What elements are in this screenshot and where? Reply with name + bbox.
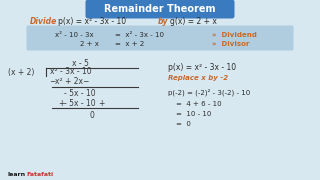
Text: =  x² - 3x - 10: = x² - 3x - 10 — [115, 32, 164, 38]
Text: »  Divisor: » Divisor — [212, 41, 249, 47]
Text: learn: learn — [8, 172, 26, 177]
Text: −: − — [82, 78, 88, 87]
Text: =  0: = 0 — [176, 121, 191, 127]
Text: Remainder Theorem: Remainder Theorem — [104, 4, 216, 15]
FancyBboxPatch shape — [27, 26, 293, 51]
Text: x - 5: x - 5 — [72, 60, 89, 69]
Text: +: + — [98, 98, 104, 107]
Text: x² + 2x: x² + 2x — [55, 78, 83, 87]
Text: Fatafati: Fatafati — [26, 172, 53, 177]
Text: =  x + 2: = x + 2 — [115, 41, 144, 47]
Text: Replace x by -2: Replace x by -2 — [168, 75, 228, 81]
Text: −: − — [49, 78, 55, 87]
Text: x² - 3x - 10: x² - 3x - 10 — [50, 68, 92, 76]
Text: by: by — [158, 17, 169, 26]
Text: p(x) = x² - 3x - 10: p(x) = x² - 3x - 10 — [168, 64, 236, 73]
Text: =  4 + 6 - 10: = 4 + 6 - 10 — [176, 101, 222, 107]
Text: p(-2) = (-2)² - 3(-2) - 10: p(-2) = (-2)² - 3(-2) - 10 — [168, 88, 250, 96]
Text: Divide: Divide — [30, 17, 57, 26]
Text: p(x) = x² - 3x - 10: p(x) = x² - 3x - 10 — [58, 17, 126, 26]
Text: »  Dividend: » Dividend — [212, 32, 257, 38]
Text: x² - 10 - 3x: x² - 10 - 3x — [55, 32, 94, 38]
Text: 0: 0 — [90, 111, 95, 120]
Text: - 5x - 10: - 5x - 10 — [64, 89, 96, 98]
FancyBboxPatch shape — [85, 0, 235, 19]
Text: 2 + x: 2 + x — [80, 41, 99, 47]
Text: - 5x - 10: - 5x - 10 — [64, 98, 96, 107]
Text: g(x) = 2 + x: g(x) = 2 + x — [170, 17, 217, 26]
Text: =  10 - 10: = 10 - 10 — [176, 111, 212, 117]
Text: +: + — [58, 98, 64, 107]
Text: (x + 2): (x + 2) — [8, 68, 34, 76]
